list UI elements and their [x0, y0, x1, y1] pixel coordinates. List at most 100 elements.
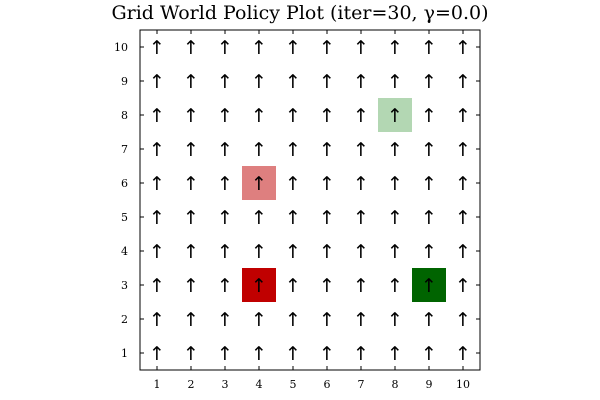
policy-arrow-icon: ↑: [183, 241, 199, 263]
y-tick-label: 10: [114, 41, 128, 54]
policy-arrow-icon: ↑: [421, 71, 437, 93]
y-tick-label: 5: [121, 211, 128, 224]
policy-arrow-icon: ↑: [285, 241, 301, 263]
policy-arrow-icon: ↑: [421, 105, 437, 127]
policy-arrow-icon: ↑: [285, 275, 301, 297]
policy-arrow-icon: ↑: [455, 173, 471, 195]
y-tick-label: 1: [121, 347, 128, 360]
policy-arrow-icon: ↑: [319, 241, 335, 263]
policy-arrow-icon: ↑: [455, 71, 471, 93]
policy-arrow-icon: ↑: [353, 343, 369, 365]
y-tick-label: 6: [121, 177, 128, 190]
policy-arrow-icon: ↑: [217, 275, 233, 297]
x-tick-label: 3: [222, 378, 229, 391]
policy-arrow-icon: ↑: [217, 207, 233, 229]
special-cell-3: [242, 268, 276, 302]
y-tick-label: 3: [121, 279, 128, 292]
policy-arrow-icon: ↑: [217, 343, 233, 365]
special-cell-4: [412, 268, 446, 302]
policy-arrow-icon: ↑: [183, 343, 199, 365]
policy-arrow-icon: ↑: [183, 309, 199, 331]
policy-arrow-icon: ↑: [455, 105, 471, 127]
policy-arrow-icon: ↑: [285, 139, 301, 161]
policy-arrow-icon: ↑: [149, 343, 165, 365]
policy-arrow-icon: ↑: [217, 139, 233, 161]
policy-arrow-icon: ↑: [319, 309, 335, 331]
policy-arrow-icon: ↑: [319, 207, 335, 229]
y-tick-label: 8: [121, 109, 128, 122]
policy-arrow-icon: ↑: [149, 105, 165, 127]
policy-arrow-icon: ↑: [353, 173, 369, 195]
policy-arrow-icon: ↑: [251, 343, 267, 365]
policy-arrow-icon: ↑: [353, 241, 369, 263]
policy-arrow-icon: ↑: [217, 309, 233, 331]
policy-arrow-icon: ↑: [149, 139, 165, 161]
x-tick-label: 7: [358, 378, 365, 391]
policy-arrow-icon: ↑: [183, 37, 199, 59]
policy-arrow-icon: ↑: [149, 173, 165, 195]
policy-arrow-icon: ↑: [387, 207, 403, 229]
policy-arrow-icon: ↑: [183, 207, 199, 229]
y-tick-label: 2: [121, 313, 128, 326]
policy-arrow-icon: ↑: [387, 139, 403, 161]
policy-arrow-icon: ↑: [183, 275, 199, 297]
policy-arrow-icon: ↑: [455, 37, 471, 59]
x-tick-label: 1: [154, 378, 161, 391]
policy-arrow-icon: ↑: [353, 71, 369, 93]
y-tick-label: 7: [121, 143, 128, 156]
policy-arrow-icon: ↑: [183, 105, 199, 127]
plot-frame: [139, 29, 481, 371]
policy-arrow-icon: ↑: [149, 207, 165, 229]
policy-arrow-icon: ↑: [421, 139, 437, 161]
policy-arrow-icon: ↑: [455, 309, 471, 331]
policy-arrow-icon: ↑: [251, 309, 267, 331]
policy-arrow-icon: ↑: [387, 71, 403, 93]
policy-arrow-icon: ↑: [421, 275, 437, 297]
policy-arrow-icon: ↑: [421, 309, 437, 331]
x-tick-label: 9: [426, 378, 433, 391]
policy-arrow-icon: ↑: [353, 275, 369, 297]
special-cell-1: [378, 98, 412, 132]
policy-arrow-icon: ↑: [285, 71, 301, 93]
policy-arrow-icon: ↑: [421, 207, 437, 229]
policy-arrow-icon: ↑: [285, 343, 301, 365]
policy-arrow-icon: ↑: [455, 139, 471, 161]
policy-arrow-icon: ↑: [319, 37, 335, 59]
policy-arrow-icon: ↑: [353, 105, 369, 127]
policy-arrow-icon: ↑: [251, 37, 267, 59]
policy-arrow-icon: ↑: [285, 309, 301, 331]
policy-arrow-icon: ↑: [353, 139, 369, 161]
policy-arrow-icon: ↑: [319, 139, 335, 161]
policy-arrow-icon: ↑: [421, 173, 437, 195]
policy-arrow-icon: ↑: [149, 309, 165, 331]
policy-arrow-icon: ↑: [251, 207, 267, 229]
policy-arrow-icon: ↑: [455, 241, 471, 263]
policy-arrow-icon: ↑: [251, 139, 267, 161]
policy-arrow-icon: ↑: [217, 71, 233, 93]
policy-arrow-icon: ↑: [319, 105, 335, 127]
policy-arrow-icon: ↑: [421, 37, 437, 59]
policy-arrow-icon: ↑: [251, 105, 267, 127]
policy-arrow-icon: ↑: [353, 309, 369, 331]
policy-arrow-icon: ↑: [149, 241, 165, 263]
policy-arrow-icon: ↑: [285, 173, 301, 195]
policy-arrow-icon: ↑: [455, 207, 471, 229]
policy-arrow-icon: ↑: [251, 173, 267, 195]
policy-arrow-icon: ↑: [353, 207, 369, 229]
policy-arrow-icon: ↑: [217, 173, 233, 195]
policy-arrow-icon: ↑: [217, 105, 233, 127]
y-tick-label: 9: [121, 75, 128, 88]
x-tick-label: 2: [188, 378, 195, 391]
x-tick-label: 10: [456, 378, 470, 391]
x-tick-label: 6: [324, 378, 331, 391]
x-tick-label: 4: [256, 378, 263, 391]
policy-arrow-icon: ↑: [387, 309, 403, 331]
special-cell-2: [242, 166, 276, 200]
policy-arrow-icon: ↑: [387, 241, 403, 263]
policy-arrow-icon: ↑: [455, 343, 471, 365]
policy-arrow-icon: ↑: [183, 71, 199, 93]
policy-arrow-icon: ↑: [149, 275, 165, 297]
policy-arrow-icon: ↑: [387, 275, 403, 297]
